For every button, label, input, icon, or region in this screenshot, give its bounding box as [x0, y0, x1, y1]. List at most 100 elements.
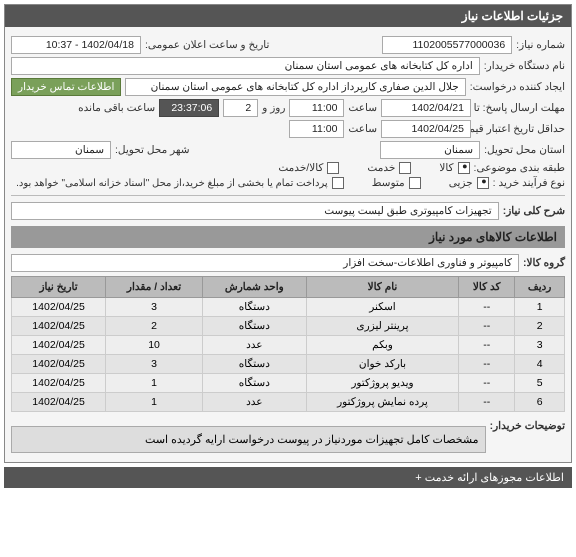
cell-n: 4: [515, 355, 565, 374]
cell-name: بارکد خوان: [306, 355, 459, 374]
cell-unit: دستگاه: [202, 374, 306, 393]
th-name: نام کالا: [306, 277, 459, 298]
reqno-label: شماره نیاز:: [516, 39, 565, 51]
buyer-label: نام دستگاه خریدار:: [484, 60, 565, 72]
items-table: ردیف کد کالا نام کالا واحد شمارش تعداد /…: [11, 276, 565, 412]
deadline-date: 1402/04/21: [381, 99, 471, 117]
items-section-title: اطلاعات کالاهای مورد نیاز: [11, 226, 565, 248]
row-summary: شرح کلی نیاز: تجهیزات کامپیوتری طبق لیست…: [11, 202, 565, 220]
panel-title: جزئیات اطلاعات نیاز: [5, 5, 571, 27]
th-date: تاریخ نیاز: [12, 277, 106, 298]
payment-check[interactable]: [332, 177, 344, 189]
cell-date: 1402/04/25: [12, 298, 106, 317]
remain-time: 23:37:06: [159, 99, 219, 117]
reqno-field: 1102005577000036: [382, 36, 512, 54]
summary-label: شرح کلی نیاز:: [503, 205, 565, 217]
cell-name: پرده نمایش پروژکتور: [306, 393, 459, 412]
day-label: روز و: [262, 102, 285, 114]
row-reqno: شماره نیاز: 1102005577000036 تاریخ و ساع…: [11, 36, 565, 54]
cell-code: --: [459, 374, 515, 393]
th-code: کد کالا: [459, 277, 515, 298]
cell-unit: عدد: [202, 336, 306, 355]
cell-date: 1402/04/25: [12, 374, 106, 393]
summary-field: تجهیزات کامپیوتری طبق لیست پیوست: [11, 202, 499, 220]
cell-name: اسکنر: [306, 298, 459, 317]
details-panel: جزئیات اطلاعات نیاز شماره نیاز: 11020055…: [4, 4, 572, 463]
category-label: طبقه بندی موضوعی:: [474, 162, 565, 174]
time-label-1: ساعت: [348, 102, 377, 114]
table-row[interactable]: 5--ویدیو پروژکتوردستگاه11402/04/25: [12, 374, 565, 393]
province-field: سمنان: [380, 141, 480, 159]
time-label-2: ساعت: [348, 123, 377, 135]
cell-n: 6: [515, 393, 565, 412]
cat-both-check[interactable]: [327, 162, 339, 174]
row-category: طبقه بندی موضوعی: کالا خدمت کالا/خدمت: [11, 162, 565, 174]
cat-service-check[interactable]: [399, 162, 411, 174]
proc-small-check[interactable]: [477, 177, 489, 189]
cat-both: کالا/خدمت: [278, 162, 323, 174]
th-row: ردیف: [515, 277, 565, 298]
cell-n: 5: [515, 374, 565, 393]
contact-button[interactable]: اطلاعات تماس خریدار: [11, 78, 121, 96]
city-field: سمنان: [11, 141, 111, 159]
buyer-notes-box: مشخصات کامل تجهیزات موردنیاز در پیوست در…: [11, 426, 486, 453]
proc-medium: متوسط: [372, 177, 405, 189]
table-row[interactable]: 4--بارکد خواندستگاه31402/04/25: [12, 355, 565, 374]
cell-qty: 1: [106, 393, 203, 412]
province-label: استان محل تحویل:: [484, 144, 565, 156]
creator-field: جلال الدین صفاری کارپرداز اداره کل کتابخ…: [125, 78, 465, 96]
validity-date: 1402/04/25: [381, 120, 471, 138]
cell-date: 1402/04/25: [12, 355, 106, 374]
validity-time: 11:00: [289, 120, 344, 138]
validity-label: حداقل تاریخ اعتبار قیمت: تا تاریخ:: [475, 123, 565, 135]
th-unit: واحد شمارش: [202, 277, 306, 298]
row-buyer: نام دستگاه خریدار: اداره کل کتابخانه های…: [11, 57, 565, 75]
cell-unit: عدد: [202, 393, 306, 412]
cell-name: وبکم: [306, 336, 459, 355]
cell-unit: دستگاه: [202, 298, 306, 317]
th-qty: تعداد / مقدار: [106, 277, 203, 298]
buyer-field: اداره کل کتابخانه های عمومی استان سمنان: [11, 57, 480, 75]
footer-bar[interactable]: اطلاعات مجوزهای ارائه خدمت +: [4, 467, 572, 488]
cell-qty: 10: [106, 336, 203, 355]
cell-qty: 2: [106, 317, 203, 336]
cell-unit: دستگاه: [202, 317, 306, 336]
table-row[interactable]: 6--پرده نمایش پروژکتورعدد11402/04/25: [12, 393, 565, 412]
remain-label: ساعت باقی مانده: [78, 102, 155, 114]
table-row[interactable]: 1--اسکنردستگاه31402/04/25: [12, 298, 565, 317]
row-validity: حداقل تاریخ اعتبار قیمت: تا تاریخ: 1402/…: [11, 120, 565, 138]
row-province: استان محل تحویل: سمنان شهر محل تحویل: سم…: [11, 141, 565, 159]
proc-small: جزیی: [449, 177, 473, 189]
cat-goods-check[interactable]: [458, 162, 470, 174]
payment-note: پرداخت تمام یا بخشی از مبلغ خرید،از محل …: [16, 178, 328, 189]
creator-label: ایجاد کننده درخواست:: [470, 81, 565, 93]
row-buyer-notes: توضیحات خریدار: مشخصات کامل تجهیزات مورد…: [11, 420, 565, 453]
row-process: نوع فرآیند خرید : جزیی متوسط پرداخت تمام…: [11, 177, 565, 189]
panel-body: شماره نیاز: 1102005577000036 تاریخ و ساع…: [5, 27, 571, 462]
row-deadline: مهلت ارسال پاسخ: تا تاریخ: 1402/04/21 سا…: [11, 99, 565, 117]
city-label: شهر محل تحویل:: [115, 144, 190, 156]
buyer-notes-label: توضیحات خریدار:: [490, 420, 565, 432]
proc-medium-check[interactable]: [409, 177, 421, 189]
cat-goods: کالا: [439, 162, 453, 174]
cell-qty: 3: [106, 298, 203, 317]
cell-n: 1: [515, 298, 565, 317]
cell-code: --: [459, 317, 515, 336]
cell-date: 1402/04/25: [12, 317, 106, 336]
cell-code: --: [459, 393, 515, 412]
cell-n: 3: [515, 336, 565, 355]
day-count: 2: [223, 99, 258, 117]
cell-qty: 1: [106, 374, 203, 393]
deadline-time: 11:00: [289, 99, 344, 117]
cell-code: --: [459, 336, 515, 355]
cell-n: 2: [515, 317, 565, 336]
cell-name: پرینتر لیزری: [306, 317, 459, 336]
cell-unit: دستگاه: [202, 355, 306, 374]
process-label: نوع فرآیند خرید :: [493, 177, 565, 189]
cell-date: 1402/04/25: [12, 336, 106, 355]
cell-name: ویدیو پروژکتور: [306, 374, 459, 393]
table-row[interactable]: 2--پرینتر لیزریدستگاه21402/04/25: [12, 317, 565, 336]
deadline-label: مهلت ارسال پاسخ: تا تاریخ:: [475, 102, 565, 114]
table-row[interactable]: 3--وبکمعدد101402/04/25: [12, 336, 565, 355]
cat-service: خدمت: [367, 162, 395, 174]
